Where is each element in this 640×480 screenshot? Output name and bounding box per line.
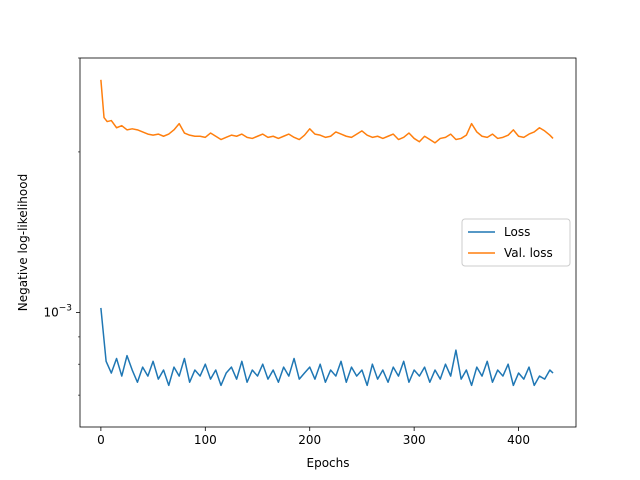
legend: Loss Val. loss [461,218,571,267]
series-line-val-loss [100,79,554,144]
series-layer [100,79,554,387]
x-axis-ticks: 0 100 200 300 400 [97,427,530,447]
x-tick-label: 100 [194,433,217,447]
axes-border [79,57,577,428]
y-tick-label: 10−3 [43,303,72,319]
x-tick-label: 300 [403,433,426,447]
axes-frame [79,57,577,428]
x-tick-label: 0 [97,433,105,447]
legend-entry-label: Loss [504,225,530,239]
y-axis-label: Negative log-likelihood [16,174,30,311]
legend-box [461,218,571,267]
x-tick-label: 200 [298,433,321,447]
x-axis-label: Epochs [307,456,350,470]
y-axis-ticks: 10−3 [43,57,80,396]
x-tick-label: 400 [507,433,530,447]
legend-entry-label: Val. loss [504,246,553,260]
series-line-loss [100,307,554,387]
